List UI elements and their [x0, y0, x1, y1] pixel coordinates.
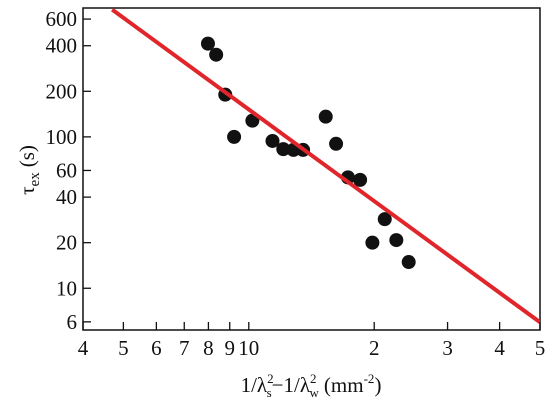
data-point: [318, 109, 333, 124]
data-point: [227, 129, 242, 144]
x-tick-label: 5: [118, 336, 129, 360]
data-point: [329, 136, 344, 151]
data-point: [365, 235, 380, 250]
data-point: [200, 36, 215, 51]
data-point: [209, 47, 224, 62]
data-point: [353, 172, 368, 187]
data-point: [265, 133, 280, 148]
x-tick-label: 2: [369, 336, 380, 360]
x-tick-label: 5: [535, 336, 546, 360]
data-point: [377, 212, 392, 227]
plot-area: [110, 8, 540, 324]
x-tick-label: 9: [224, 336, 235, 360]
x-tick-label: 4: [494, 336, 505, 360]
y-tick-label: 200: [46, 79, 78, 103]
x-tick-label: 6: [151, 336, 162, 360]
data-point: [245, 113, 260, 128]
y-tick-label: 400: [46, 34, 78, 58]
y-tick-label: 20: [56, 231, 77, 255]
x-axis-label: 1/λ2 s−1/λ2 w (mm-2): [241, 371, 382, 400]
y-tick-label: 40: [56, 185, 77, 209]
y-tick-label: 100: [46, 125, 78, 149]
data-point: [389, 233, 404, 248]
y-tick-label: 60: [56, 158, 77, 182]
x-tick-label: 3: [442, 336, 453, 360]
fit-line: [110, 8, 540, 324]
x-tick-label: 10: [238, 336, 259, 360]
y-tick-label: 600: [46, 7, 78, 31]
data-point: [276, 142, 291, 157]
x-tick-label: 8: [203, 336, 214, 360]
plot-frame: [82, 7, 541, 331]
x-tick-label: 7: [179, 336, 190, 360]
y-tick-label: 6: [67, 310, 78, 334]
y-axis-label: τex(s): [15, 145, 43, 195]
y-tick-label: 10: [56, 276, 77, 300]
data-point: [401, 255, 416, 270]
x-tick-label: 4: [78, 336, 89, 360]
